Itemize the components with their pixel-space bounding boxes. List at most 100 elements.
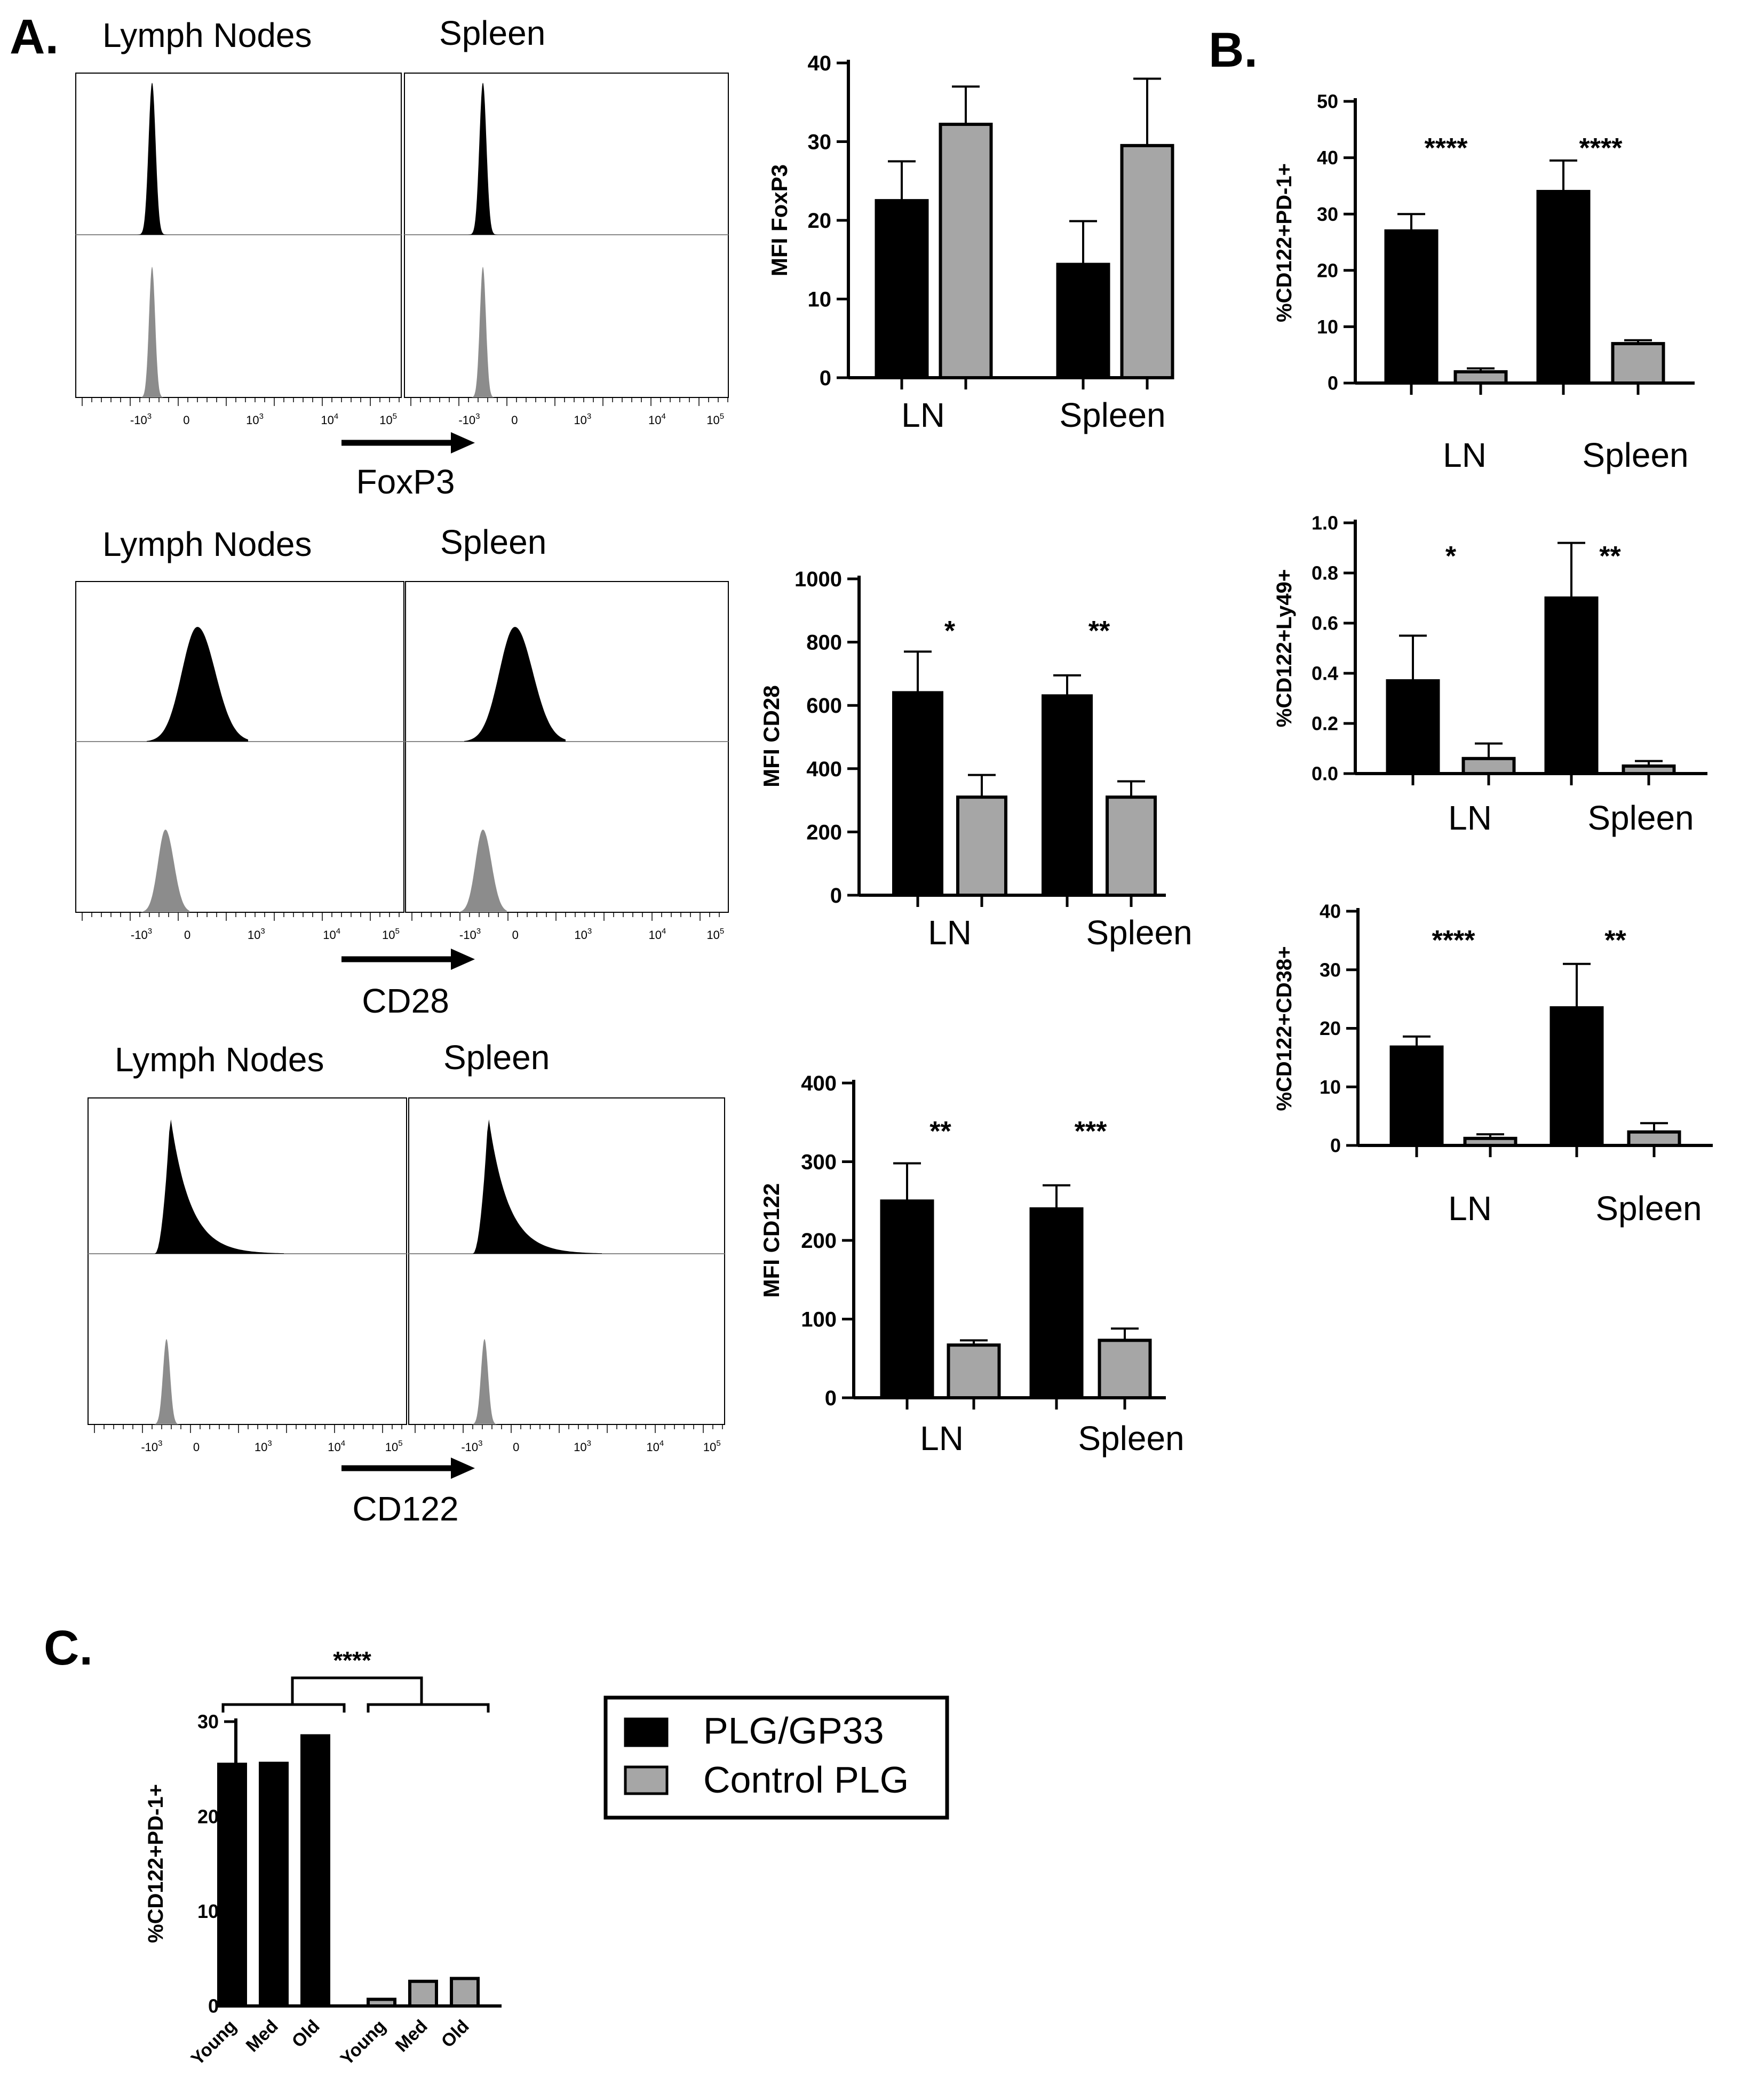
significance-marker: **: [1088, 616, 1110, 647]
bar-plg-gp33: [300, 1734, 330, 2008]
histogram-tick-exponent: 3: [587, 412, 591, 421]
legend-box: [603, 1695, 949, 1820]
y-tick-label: 200: [806, 821, 842, 844]
y-tick-label: 200: [801, 1229, 837, 1253]
y-tick-label: 10: [1317, 316, 1338, 338]
x-category-label: Med: [392, 2016, 432, 2056]
bar-control-plg: [956, 795, 1007, 897]
histogram-title-lymph-nodes: Lymph Nodes: [115, 1040, 324, 1079]
significance-marker: ****: [333, 1646, 371, 1674]
x-category-label: Spleen: [1086, 913, 1192, 952]
y-axis-label: MFI FoxP3: [767, 164, 792, 276]
histogram-tick-label: -103: [141, 1439, 162, 1454]
legend-label-control-plg: Control PLG: [703, 1759, 909, 1801]
bar-control-plg: [367, 1997, 396, 2008]
bar-control-plg: [1461, 757, 1516, 776]
y-axis-label: %CD122+PD-1+: [144, 1784, 168, 1943]
x-category-label: Young: [187, 2016, 241, 2069]
y-axis-label: MFI CD122: [759, 1183, 784, 1298]
histogram-tick-exponent: 5: [716, 1439, 720, 1448]
histogram-tick-label: 0: [512, 928, 519, 942]
bar-plg-gp33: [1029, 1207, 1084, 1399]
significance-marker: *: [1445, 541, 1457, 572]
histogram-cd28: Lymph Nodes Spleen -103 0 103 104 105 -103 0 103 1…: [75, 523, 729, 1020]
y-tick-label: 40: [1320, 901, 1341, 922]
y-tick-label: 0.8: [1312, 562, 1338, 584]
y-tick-label: 0: [820, 367, 831, 390]
histogram-title-lymph-nodes: Lymph Nodes: [102, 16, 312, 54]
y-tick-label: 10: [1320, 1076, 1341, 1098]
arrow-head-icon: [451, 949, 475, 970]
bar-plg-gp33: [1389, 1045, 1444, 1147]
histogram-tick-label: 0: [511, 413, 518, 427]
panel-label-a: A.: [10, 10, 59, 64]
histogram-tick-exponent: 4: [341, 1439, 345, 1448]
histogram-tick-exponent: 3: [267, 1439, 272, 1448]
x-category-label: LN: [920, 1419, 964, 1458]
histogram-peak-control-plg: [469, 267, 497, 397]
histogram-tick-label: 105: [382, 927, 400, 942]
y-axis-label: %CD122+CD38+: [1273, 946, 1296, 1111]
legend-swatch-control-plg: [624, 1765, 669, 1795]
histogram-tick-label: 105: [379, 412, 397, 427]
histogram-tick-exponent: 3: [476, 927, 481, 936]
histogram-tick-label: 103: [246, 412, 264, 427]
significance-marker: ****: [1432, 925, 1476, 956]
y-tick-label: 0: [1330, 1135, 1341, 1157]
y-tick-label: 0: [830, 884, 842, 907]
bar-control-plg: [1106, 795, 1157, 897]
histogram-tick-label: 103: [574, 927, 592, 942]
significance-marker: ***: [1075, 1116, 1107, 1147]
x-category-label: Spleen: [1587, 799, 1694, 837]
y-axis-label: MFI CD28: [759, 685, 784, 787]
x-category-label: Spleen: [1059, 396, 1165, 434]
significance-marker: **: [929, 1116, 951, 1147]
histogram-marker-label: FoxP3: [356, 463, 455, 501]
significance-marker: **: [1599, 541, 1621, 572]
y-tick-label: 10: [197, 1900, 219, 1922]
histogram-tick-label: 103: [574, 412, 591, 427]
significance-marker: ****: [1579, 133, 1623, 164]
y-tick-label: 0.0: [1312, 763, 1338, 785]
y-tick-label: 600: [806, 694, 842, 718]
histogram-tick-exponent: 5: [398, 1439, 402, 1448]
histogram-tick-exponent: 3: [147, 412, 152, 421]
bar-control-plg: [408, 1979, 438, 2008]
comparison-bracket: [291, 1676, 423, 1705]
histogram-tick-label: -103: [461, 1439, 482, 1454]
histogram-peak-plg-gp33: [464, 627, 566, 742]
y-tick-label: 20: [1320, 1017, 1341, 1039]
y-tick-label: 0.4: [1312, 663, 1338, 684]
bar-plg-gp33: [875, 199, 929, 379]
y-tick-label: 1.0: [1312, 512, 1338, 534]
histogram-foxp3: Lymph Nodes Spleen -103 0 103 104 105 -103 0 103 1…: [75, 14, 729, 501]
histogram-frame: [408, 1097, 725, 1425]
bar-control-plg: [1453, 370, 1508, 385]
histogram-tick-label: 105: [706, 412, 724, 427]
histogram-tick-label: 104: [648, 927, 666, 942]
y-tick-label: 40: [808, 52, 832, 75]
bar-control-plg: [1611, 342, 1665, 385]
bar-plg-gp33: [1042, 694, 1093, 897]
histogram-tick-exponent: 5: [395, 927, 399, 936]
y-tick-label: 30: [1317, 203, 1338, 225]
y-tick-label: 10: [808, 288, 832, 312]
histogram-tick-label: 104: [328, 1439, 345, 1454]
bar-plg-gp33: [1536, 189, 1591, 385]
y-tick-label: 0.2: [1312, 713, 1338, 735]
bar-control-plg: [947, 1343, 1001, 1400]
significance-marker: ****: [1425, 133, 1468, 164]
histogram-peak-plg-gp33: [147, 627, 248, 742]
histogram-frame: [75, 581, 404, 913]
histogram-peak-control-plg: [468, 1339, 500, 1424]
panel-label-c: C.: [44, 1621, 93, 1675]
histogram-tick-label: 105: [385, 1439, 403, 1454]
y-tick-label: 0: [825, 1387, 837, 1410]
histogram-marker-label: CD28: [362, 982, 449, 1020]
histogram-tick-label: 104: [321, 412, 338, 427]
y-tick-label: 0: [208, 1995, 219, 2017]
bar-plg-gp33: [1550, 1006, 1604, 1148]
x-category-label: LN: [1448, 799, 1492, 837]
histogram-tick-label: 0: [513, 1440, 519, 1454]
